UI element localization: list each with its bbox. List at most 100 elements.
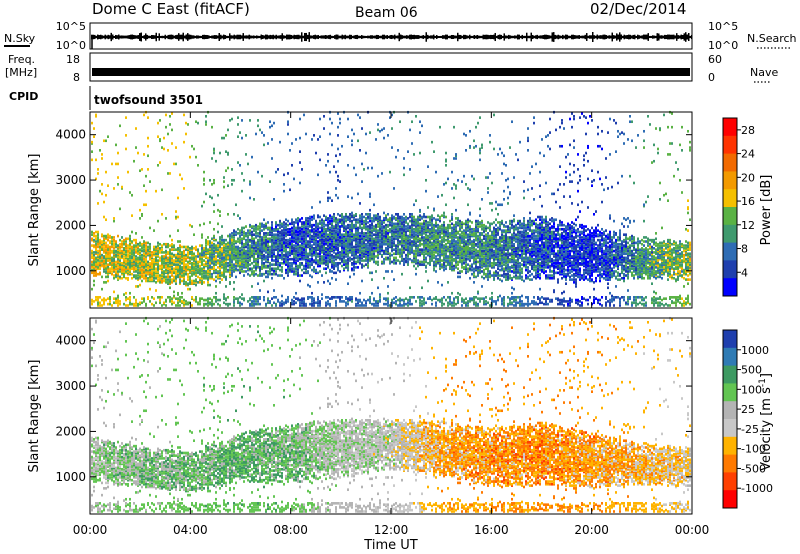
data-cell: [375, 304, 377, 307]
data-cell: [141, 247, 143, 250]
data-cell: [151, 260, 153, 264]
data-cell: [103, 302, 105, 306]
data-cell: [285, 222, 287, 226]
noise-bar: [374, 35, 376, 39]
data-cell: [245, 153, 247, 156]
data-cell: [125, 256, 127, 260]
data-cell: [387, 304, 389, 307]
data-cell: [119, 266, 121, 269]
data-cell: [147, 271, 149, 275]
data-cell: [323, 214, 325, 217]
data-cell: [253, 237, 255, 241]
data-cell: [325, 271, 327, 275]
data-cell: [281, 241, 283, 245]
data-cell: [165, 298, 167, 302]
data-cell: [409, 238, 411, 242]
noise-bar: [623, 34, 625, 40]
noise-bar: [401, 35, 403, 39]
data-cell: [145, 264, 147, 268]
data-cell: [131, 257, 133, 261]
data-cell: [129, 249, 131, 253]
data-cell: [119, 247, 121, 250]
data-cell: [309, 263, 311, 266]
data-cell: [325, 223, 327, 227]
data-cell: [365, 212, 367, 216]
noise-bar: [373, 35, 375, 39]
data-cell: [119, 302, 121, 306]
data-cell: [349, 217, 351, 220]
noise-bar: [676, 33, 678, 41]
data-cell: [205, 260, 207, 264]
data-cell: [353, 166, 355, 170]
data-cell: [149, 268, 151, 272]
data-cell: [295, 272, 297, 276]
data-cell: [195, 300, 197, 303]
data-cell: [129, 237, 131, 241]
data-cell: [111, 162, 113, 166]
data-cell: [313, 134, 315, 137]
noise-bar: [475, 35, 477, 39]
data-cell: [217, 270, 219, 273]
data-cell: [105, 244, 107, 247]
data-cell: [209, 297, 211, 300]
noise-bar: [602, 34, 604, 40]
data-cell: [333, 261, 335, 265]
data-cell: [237, 245, 239, 249]
data-cell: [269, 272, 271, 276]
data-cell: [121, 252, 123, 256]
noise-bar: [319, 35, 321, 39]
data-cell: [299, 117, 301, 121]
data-cell: [139, 276, 141, 280]
data-cell: [359, 291, 361, 295]
data-cell: [383, 234, 385, 238]
data-cell: [159, 247, 161, 250]
noise-bar: [298, 34, 300, 40]
noise-bar: [352, 35, 354, 39]
data-cell: [195, 245, 197, 249]
data-cell: [155, 274, 157, 277]
data-cell: [161, 274, 163, 277]
data-cell: [409, 241, 411, 245]
noise-bar: [283, 35, 285, 39]
data-cell: [207, 300, 209, 303]
noise-bar: [215, 35, 217, 39]
noise-bar: [409, 34, 411, 40]
data-cell: [115, 266, 117, 269]
data-cell: [177, 196, 179, 200]
data-cell: [405, 227, 407, 231]
data-cell: [175, 248, 177, 251]
noise-bar: [667, 34, 669, 40]
data-cell: [299, 304, 301, 307]
data-cell: [233, 304, 235, 307]
data-cell: [273, 263, 275, 266]
noise-bar: [203, 34, 205, 40]
data-cell: [257, 242, 259, 246]
data-cell: [113, 238, 115, 242]
data-cell: [143, 153, 145, 156]
data-cell: [407, 222, 409, 226]
noise-bar: [539, 35, 541, 39]
data-cell: [225, 302, 227, 306]
noise-bar: [673, 34, 675, 40]
data-cell: [159, 276, 161, 280]
data-cell: [125, 298, 127, 302]
noise-bar: [121, 35, 123, 39]
data-cell: [103, 251, 105, 254]
data-cell: [341, 144, 343, 148]
data-cell: [123, 271, 125, 275]
data-cell: [151, 261, 153, 265]
data-cell: [347, 135, 349, 139]
data-cell: [203, 251, 205, 254]
data-cell: [257, 238, 259, 242]
data-cell: [111, 261, 113, 265]
data-cell: [357, 226, 359, 230]
data-cell: [135, 255, 137, 258]
data-cell: [341, 233, 343, 237]
data-cell: [291, 142, 293, 145]
data-cell: [139, 248, 141, 251]
noise-panel: N.Sky 10^5 10^0 10^5 10^0 N.Search: [4, 20, 797, 52]
data-cell: [247, 267, 249, 271]
data-cell: [99, 255, 101, 258]
data-cell: [387, 223, 389, 227]
data-cell: [307, 219, 309, 223]
